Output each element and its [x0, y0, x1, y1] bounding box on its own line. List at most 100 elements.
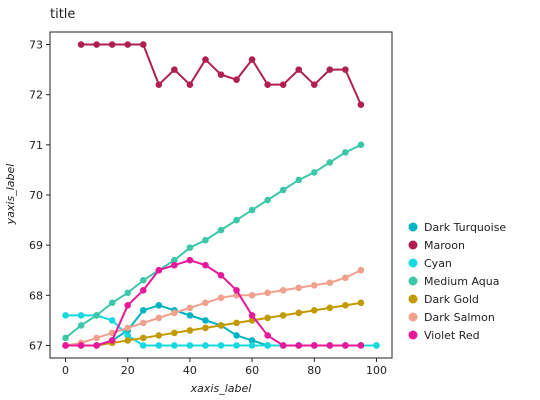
y-axis: 67 68 69 70 71 72 73 — [29, 39, 50, 352]
legend-item-cyan: Cyan — [408, 257, 452, 270]
legend-label: Dark Turquoise — [424, 221, 506, 234]
x-axis-title: xaxis_label — [190, 382, 252, 395]
data-point-maroon — [93, 41, 100, 48]
data-point-violet-red — [155, 266, 163, 274]
data-point-violet-red — [124, 302, 132, 309]
legend-label: Medium Aqua — [424, 275, 500, 288]
data-point-dark-gold — [139, 334, 147, 342]
y-tick-label: 71 — [29, 139, 43, 152]
data-point-dark-gold — [217, 322, 225, 329]
data-point-cyan — [155, 342, 163, 349]
data-point-medium-aqua — [295, 176, 303, 184]
data-point-medium-aqua — [62, 334, 69, 342]
data-point-violet-red — [108, 337, 116, 344]
data-point-violet-red — [342, 342, 349, 349]
data-point-medium-aqua — [171, 256, 178, 264]
data-point-dark-gold — [326, 304, 334, 312]
data-point-cyan — [77, 312, 85, 319]
data-point-dark-salmon — [93, 334, 100, 342]
data-point-dark-salmon — [139, 319, 147, 327]
legend-item-medium-aqua: Medium Aqua — [408, 275, 500, 288]
y-tick-label: 69 — [29, 239, 43, 252]
legend-swatch — [408, 276, 418, 286]
data-point-medium-aqua — [217, 226, 225, 234]
data-point-cyan — [62, 312, 69, 319]
data-point-dark-salmon — [295, 284, 303, 292]
data-point-medium-aqua — [77, 322, 85, 329]
data-point-violet-red — [202, 261, 209, 269]
data-point-dark-salmon — [279, 286, 287, 294]
legend-label: Dark Gold — [424, 293, 479, 306]
legend-swatch — [408, 222, 418, 232]
data-point-maroon — [279, 81, 287, 88]
data-point-maroon — [108, 41, 116, 48]
legend-item-maroon: Maroon — [408, 239, 465, 252]
data-point-dark-gold — [310, 307, 318, 314]
data-point-medium-aqua — [202, 236, 209, 244]
x-tick-label: 60 — [245, 364, 259, 377]
data-point-cyan — [217, 342, 225, 349]
series-marks — [62, 41, 380, 349]
data-point-medium-aqua — [108, 299, 116, 307]
chart-title: title — [50, 7, 75, 22]
legend-item-dark-gold: Dark Gold — [408, 293, 479, 306]
data-point-medium-aqua — [264, 196, 271, 204]
data-point-violet-red — [62, 342, 69, 349]
data-point-dark-salmon — [248, 292, 256, 299]
y-tick-label: 67 — [29, 339, 43, 352]
y-tick-label: 70 — [29, 189, 43, 202]
legend-item-dark-salmon: Dark Salmon — [408, 311, 495, 324]
legend-item-violet-red: Violet Red — [408, 329, 480, 342]
data-point-medium-aqua — [279, 186, 287, 194]
data-point-dark-salmon — [202, 299, 209, 307]
data-point-dark-salmon — [357, 266, 365, 274]
data-point-cyan — [233, 342, 240, 349]
data-point-medium-aqua — [342, 149, 349, 156]
data-point-violet-red — [310, 342, 318, 349]
data-point-dark-salmon — [155, 314, 163, 322]
data-point-violet-red — [326, 342, 334, 349]
x-axis: 0 20 40 60 80 100 — [62, 358, 387, 377]
legend-swatch — [408, 294, 418, 304]
y-tick-label: 73 — [29, 39, 43, 52]
data-point-maroon — [264, 81, 271, 88]
plot-frame — [49, 31, 393, 359]
data-point-dark-turquoise — [139, 307, 147, 314]
legend-label: Cyan — [424, 257, 452, 270]
data-point-maroon — [77, 41, 85, 48]
data-point-dark-salmon — [264, 289, 271, 297]
data-point-maroon — [155, 81, 163, 88]
data-point-dark-salmon — [310, 281, 318, 289]
data-point-maroon — [124, 41, 132, 48]
data-point-cyan — [202, 342, 209, 349]
x-tick-label: 20 — [121, 364, 135, 377]
plot-area — [49, 31, 393, 359]
data-point-violet-red — [171, 261, 178, 269]
data-point-cyan — [264, 342, 271, 349]
x-tick-label: 80 — [307, 364, 321, 377]
data-point-maroon — [342, 66, 349, 73]
data-point-medium-aqua — [233, 216, 240, 224]
data-point-dark-gold — [357, 299, 365, 307]
data-point-dark-gold — [295, 309, 303, 317]
legend-swatch — [408, 312, 418, 322]
data-point-dark-salmon — [186, 304, 194, 312]
data-point-maroon — [326, 66, 334, 73]
data-point-medium-aqua — [139, 276, 147, 284]
data-point-dark-gold — [186, 327, 194, 334]
legend-swatch — [408, 240, 418, 250]
data-point-violet-red — [186, 256, 194, 264]
data-point-violet-red — [139, 286, 147, 294]
data-point-dark-salmon — [326, 279, 334, 287]
data-point-medium-aqua — [310, 169, 318, 176]
data-point-violet-red — [93, 342, 100, 349]
data-point-dark-salmon — [124, 324, 132, 332]
x-tick-label: 0 — [62, 364, 69, 377]
data-point-cyan — [248, 342, 256, 349]
data-point-violet-red — [233, 286, 240, 294]
data-point-medium-aqua — [248, 206, 256, 214]
data-point-medium-aqua — [93, 312, 100, 319]
data-point-dark-gold — [171, 329, 178, 337]
data-point-maroon — [217, 71, 225, 78]
